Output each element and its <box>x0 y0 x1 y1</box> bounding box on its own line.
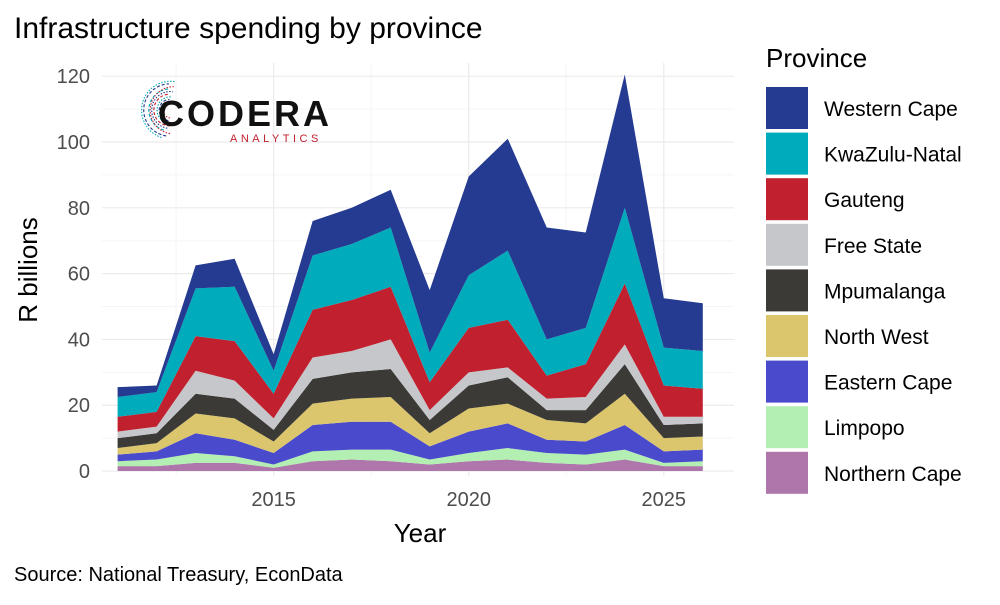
x-tick-label: 2015 <box>251 489 296 511</box>
logo-arc <box>151 91 173 129</box>
logo-tagline: ANALYTICS <box>230 133 322 145</box>
y-tick-label: 60 <box>68 264 90 286</box>
legend-label-gauteng: Gauteng <box>824 189 905 212</box>
y-tick-label: 0 <box>79 461 90 483</box>
legend-label-kwazulu-natal: KwaZulu-Natal <box>824 144 962 167</box>
logo-arc <box>153 93 171 127</box>
area-series-free-state <box>117 339 703 439</box>
legend-key-north-west <box>766 315 808 357</box>
y-axis-title: R billions <box>13 217 43 323</box>
legend-label-eastern-cape: Eastern Cape <box>824 372 952 395</box>
area-series-limpopo <box>117 448 703 468</box>
x-axis-title: Year <box>394 518 447 548</box>
logo-arc <box>141 80 175 139</box>
legend-key-northern-cape <box>766 451 808 494</box>
logo-wordmark: CODERA <box>158 93 332 134</box>
legend-key-limpopo <box>766 406 808 449</box>
legend-label-free-state: Free State <box>824 235 922 258</box>
legend-key-western-cape <box>766 87 808 129</box>
y-tick-label: 120 <box>57 66 90 88</box>
y-tick-label: 40 <box>68 329 90 351</box>
legend-key-kwazulu-natal <box>766 132 808 175</box>
logo-arc <box>149 86 174 135</box>
logo-arc <box>158 98 170 122</box>
x-tick-label: 2020 <box>446 489 491 511</box>
legend-label-northern-cape: Northern Cape <box>824 463 962 486</box>
x-tick-label: 2025 <box>642 489 687 511</box>
axis-layer: 0 20 40 60 80 100 120 2015 2020 2025 <box>57 66 686 511</box>
legend-title: Province <box>766 43 867 73</box>
chart-caption: Source: National Treasury, EconData <box>14 564 344 586</box>
y-tick-label: 80 <box>68 198 90 220</box>
logo-arc <box>162 101 172 119</box>
legend-label-limpopo: Limpopo <box>824 417 905 440</box>
area-series-eastern-cape <box>117 421 703 465</box>
area-layer <box>117 74 703 472</box>
logo-arc <box>148 88 170 131</box>
legend-label-mpumalanga: Mpumalanga <box>824 280 946 303</box>
legend-key-free-state <box>766 223 808 266</box>
area-series-western-cape <box>117 74 703 398</box>
chart-title: Infrastructure spending by province <box>14 12 483 45</box>
legend-key-mpumalanga <box>766 269 808 312</box>
y-tick-label: 20 <box>68 395 90 417</box>
area-series-north-west <box>117 393 703 455</box>
logo-arc <box>156 96 173 124</box>
legend-key-gauteng <box>766 178 808 221</box>
area-series-mpumalanga <box>117 364 703 449</box>
logo-arc <box>143 83 169 137</box>
area-series-kwazulu-natal <box>117 207 703 417</box>
legend-key-eastern-cape <box>766 360 808 403</box>
area-series-gauteng <box>117 283 703 432</box>
legend-label-western-cape: Western Cape <box>824 98 958 121</box>
legend-label-north-west: North West <box>824 326 929 349</box>
y-tick-label: 100 <box>57 132 90 154</box>
area-series-northern-cape <box>117 459 703 472</box>
legend: Province Western Cape KwaZulu-Natal Gauten… <box>766 43 962 494</box>
